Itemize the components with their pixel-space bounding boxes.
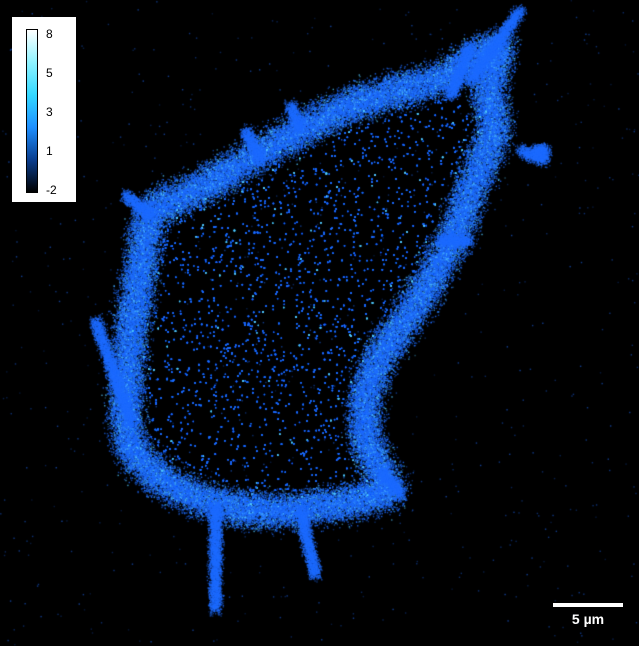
colorbar-tick: -2: [46, 183, 57, 197]
colorbar-tick: 8: [46, 27, 53, 41]
colorbar-tick: 5: [46, 66, 53, 80]
colorbar-tick: 1: [46, 144, 53, 158]
colorbar-legend: 8 5 3 1 -2: [12, 17, 76, 202]
colorbar-gradient: [26, 29, 38, 193]
colorbar-tick: 3: [46, 105, 53, 119]
scale-bar-label: 5 µm: [571, 611, 605, 627]
scale-bar: [553, 603, 623, 607]
